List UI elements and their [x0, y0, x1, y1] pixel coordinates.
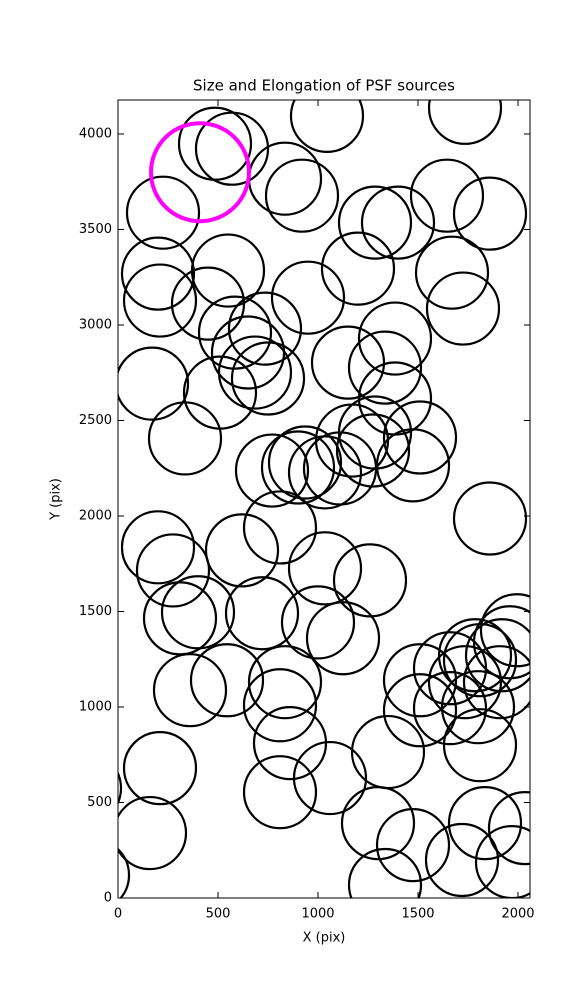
source-marker	[197, 295, 273, 370]
x-tick-label: 2000	[501, 907, 534, 922]
source-marker	[125, 175, 201, 250]
source-marker	[287, 531, 363, 606]
source-marker	[335, 413, 411, 488]
y-tick-label: 0	[104, 891, 112, 906]
x-tick-label: 500	[206, 907, 231, 922]
source-marker	[287, 435, 363, 510]
chart-title: Size and Elongation of PSF sources	[193, 77, 455, 95]
source-marker	[260, 430, 336, 505]
source-marker	[440, 670, 516, 745]
source-marker	[437, 618, 513, 693]
source-marker	[135, 533, 211, 608]
source-marker	[474, 825, 530, 898]
highlight-marker	[149, 121, 251, 224]
source-marker	[382, 673, 458, 748]
source-marker	[118, 795, 188, 871]
source-marker	[118, 847, 131, 898]
source-marker	[425, 271, 501, 346]
source-marker	[332, 543, 408, 618]
source-marker	[120, 236, 196, 311]
source-marker	[375, 807, 451, 883]
source-marker	[357, 301, 433, 376]
y-tick-label: 1500	[79, 604, 112, 619]
source-marker	[447, 786, 523, 861]
y-tick-label: 1000	[79, 699, 112, 714]
source-marker	[242, 668, 318, 743]
source-marker	[292, 740, 368, 816]
y-tick-label: 500	[87, 795, 112, 810]
source-marker	[310, 325, 386, 400]
y-tick-label: 2500	[79, 413, 112, 428]
source-marker	[347, 330, 423, 405]
source-marker	[280, 585, 356, 660]
x-tick-label: 1000	[301, 907, 334, 922]
source-marker	[267, 425, 343, 500]
source-marker	[227, 291, 303, 366]
source-marker	[412, 671, 488, 746]
source-marker	[424, 822, 500, 898]
source-marker	[340, 786, 416, 861]
source-marker	[479, 593, 530, 668]
source-marker	[464, 618, 530, 693]
source-marker	[337, 185, 413, 260]
source-marker	[118, 346, 190, 421]
source-marker	[382, 400, 458, 475]
source-marker	[147, 401, 223, 476]
source-marker	[224, 576, 300, 651]
source-marker	[462, 645, 530, 720]
source-marker	[347, 847, 423, 898]
x-tick-label: 0	[114, 907, 122, 922]
source-marker	[204, 513, 280, 588]
source-marker	[414, 235, 490, 310]
source-marker	[217, 335, 293, 410]
source-marker	[118, 771, 123, 806]
y-tick-label: 3500	[79, 222, 112, 237]
x-tick-label: 1500	[401, 907, 434, 922]
source-marker	[194, 111, 270, 186]
source-marker	[247, 645, 323, 720]
plot-frame	[117, 99, 531, 899]
source-marker	[442, 708, 518, 783]
source-marker	[382, 643, 458, 718]
source-marker	[264, 158, 340, 233]
x-axis-label: X (pix)	[303, 931, 346, 946]
source-marker	[452, 481, 528, 556]
source-marker	[412, 631, 488, 706]
y-tick-label: 2000	[79, 508, 112, 523]
source-marker	[122, 731, 198, 806]
y-axis-label: Y (pix)	[49, 478, 64, 521]
source-marker	[234, 433, 310, 508]
source-marker	[120, 510, 196, 585]
source-marker	[242, 755, 318, 830]
source-marker	[230, 341, 306, 416]
source-marker	[427, 100, 503, 145]
source-marker	[160, 575, 236, 650]
source-marker	[360, 185, 436, 260]
source-marker	[409, 158, 485, 233]
source-marker	[270, 260, 346, 335]
source-marker	[189, 643, 265, 718]
source-marker	[487, 791, 530, 866]
source-marker	[242, 490, 318, 565]
source-marker	[427, 645, 503, 720]
y-tick-label: 3000	[79, 317, 112, 332]
source-marker	[320, 231, 396, 306]
source-marker	[452, 176, 528, 251]
source-marker	[122, 263, 198, 338]
plot-area	[118, 100, 530, 898]
y-tick-label: 4000	[79, 126, 112, 141]
source-marker	[142, 581, 218, 656]
source-marker	[289, 100, 365, 153]
source-marker	[170, 266, 246, 341]
source-marker	[442, 623, 518, 698]
source-marker	[305, 601, 381, 676]
source-marker	[152, 653, 228, 728]
